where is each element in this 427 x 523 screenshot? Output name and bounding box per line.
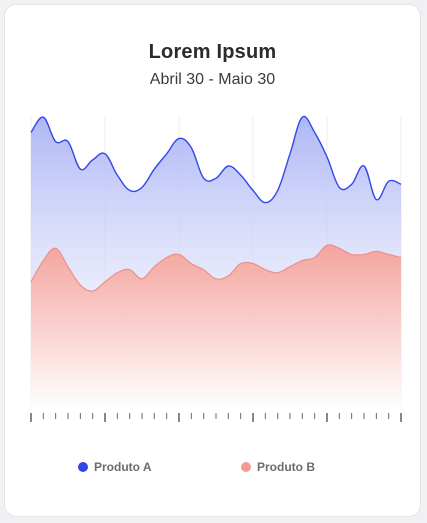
data-point-produto-b[interactable] [398,255,404,261]
data-point-produto-a[interactable] [336,184,342,190]
data-point-produto-a[interactable] [77,166,83,172]
data-point-produto-b[interactable] [287,264,293,270]
data-point-produto-b[interactable] [213,276,219,282]
legend-item-produto-b[interactable]: Produto B [241,460,315,474]
data-point-produto-b[interactable] [188,261,194,267]
data-point-produto-a[interactable] [201,175,207,181]
legend-label-produto-a: Produto A [94,460,152,474]
legend-dot-produto-a [78,462,88,472]
series-line-produto-b [30,244,402,292]
data-point-produto-b[interactable] [275,270,281,276]
data-point-produto-b[interactable] [176,251,182,257]
legend-dot-produto-b [241,462,251,472]
data-point-produto-a[interactable] [127,187,133,193]
data-point-produto-a[interactable] [90,157,96,163]
data-point-produto-b[interactable] [151,264,157,270]
data-point-produto-a[interactable] [262,200,268,206]
data-point-produto-a[interactable] [361,163,367,169]
data-point-produto-a[interactable] [398,181,404,187]
legend-item-produto-a[interactable]: Produto A [78,460,152,474]
data-point-produto-b[interactable] [139,276,145,282]
data-point-produto-a[interactable] [164,151,170,157]
data-point-produto-a[interactable] [312,129,318,135]
data-point-produto-a[interactable] [373,197,379,203]
data-point-produto-b[interactable] [238,261,244,267]
data-point-produto-b[interactable] [312,255,318,261]
data-point-produto-b[interactable] [201,267,207,273]
chart-legend: Produto A Produto B [5,460,420,480]
data-point-produto-b[interactable] [28,279,34,285]
data-point-produto-b[interactable] [386,251,392,257]
data-point-produto-b[interactable] [373,248,379,254]
data-point-produto-a[interactable] [40,114,46,120]
data-point-produto-a[interactable] [213,175,219,181]
data-point-produto-b[interactable] [349,251,355,257]
data-point-produto-b[interactable] [336,245,342,251]
data-point-produto-b[interactable] [40,258,46,264]
area-layer [28,114,404,410]
series-line-produto-a [30,115,402,204]
chart-subtitle: Abril 30 - Maio 30 [149,71,276,88]
data-point-produto-a[interactable] [151,166,157,172]
data-point-produto-a[interactable] [324,154,330,160]
data-point-produto-a[interactable] [114,172,120,178]
chart-title: Lorem Ipsum [148,41,277,63]
data-point-produto-b[interactable] [361,251,367,257]
data-point-produto-a[interactable] [275,187,281,193]
data-point-produto-b[interactable] [53,245,59,251]
data-point-produto-a[interactable] [386,178,392,184]
x-axis [30,413,402,422]
data-point-produto-b[interactable] [225,273,231,279]
data-point-produto-b[interactable] [127,267,133,273]
data-point-produto-a[interactable] [349,181,355,187]
legend-label-produto-b: Produto B [257,460,315,474]
area-fill-produto-b [31,244,401,410]
data-point-produto-b[interactable] [102,279,108,285]
data-point-produto-b[interactable] [262,267,268,273]
data-point-produto-a[interactable] [176,136,182,142]
data-point-produto-b[interactable] [90,288,96,294]
data-point-produto-a[interactable] [65,139,71,145]
data-point-produto-b[interactable] [114,270,120,276]
data-point-produto-b[interactable] [250,261,256,267]
data-point-produto-a[interactable] [250,187,256,193]
data-point-produto-a[interactable] [28,129,34,135]
data-point-produto-a[interactable] [102,151,108,157]
data-point-produto-b[interactable] [164,255,170,261]
data-point-produto-b[interactable] [77,282,83,288]
area-chart [28,114,404,422]
data-point-produto-b[interactable] [65,264,71,270]
data-point-produto-a[interactable] [299,114,305,120]
data-point-produto-a[interactable] [225,163,231,169]
chart-card: Lorem Ipsum Abril 30 - Maio 30 Produto A… [4,4,421,517]
data-point-produto-a[interactable] [139,184,145,190]
data-point-produto-a[interactable] [287,151,293,157]
data-point-produto-a[interactable] [238,172,244,178]
data-point-produto-b[interactable] [299,258,305,264]
data-point-produto-a[interactable] [188,145,194,151]
data-point-produto-b[interactable] [324,242,330,248]
data-point-produto-a[interactable] [53,139,59,145]
